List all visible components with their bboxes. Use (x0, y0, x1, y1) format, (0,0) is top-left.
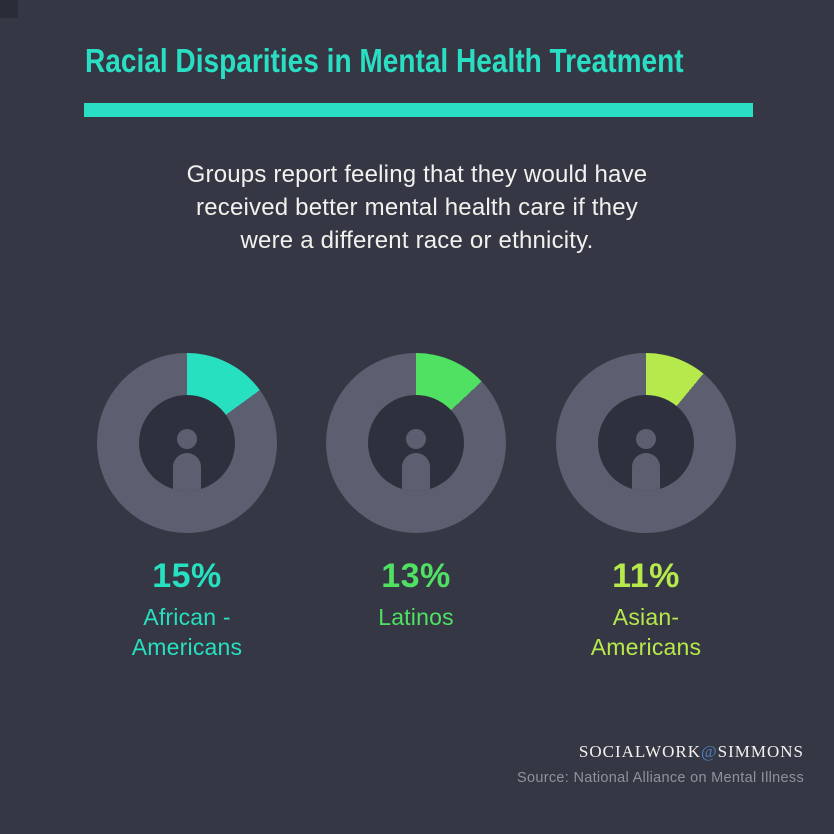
person-body (173, 453, 201, 491)
brand-socialwork-simmons: SOCIALWORK@SIMMONS (517, 742, 804, 762)
donut-group-asian-americans: 11% Asian- Americans (531, 353, 761, 662)
percent-label: 15% (152, 557, 222, 595)
group-label: Asian- Americans (590, 604, 702, 660)
donut-hole (139, 395, 235, 491)
donut-chart (326, 353, 506, 533)
corner-accent (0, 0, 18, 18)
brand-left: SOCIALWORK (578, 742, 701, 761)
person-body (632, 453, 660, 491)
donut-chart (556, 353, 736, 533)
donut-group-latinos: 13% Latinos (301, 353, 531, 632)
percent-label: 13% (381, 557, 451, 595)
person-head (636, 429, 656, 449)
donut-chart (97, 353, 277, 533)
group-label: African - Americans (131, 604, 243, 660)
brand-right: SIMMONS (717, 742, 804, 761)
percent-label: 11% (612, 557, 680, 595)
footer: SOCIALWORK@SIMMONS Source: National Alli… (517, 742, 804, 786)
person-body (402, 453, 430, 491)
source-text: Source: National Alliance on Mental Illn… (517, 770, 804, 786)
brand-at-symbol: @ (700, 742, 718, 761)
page-title: Racial Disparities in Mental Health Trea… (85, 42, 684, 79)
person-head (177, 429, 197, 449)
donut-hole (598, 395, 694, 491)
donut-group-african-americans: 15% African - Americans (72, 353, 302, 662)
donut-hole (368, 395, 464, 491)
group-label: Latinos (378, 604, 454, 630)
person-head (406, 429, 426, 449)
title-underline (84, 103, 753, 117)
intro-text: Groups report feeling that they would ha… (186, 161, 648, 254)
